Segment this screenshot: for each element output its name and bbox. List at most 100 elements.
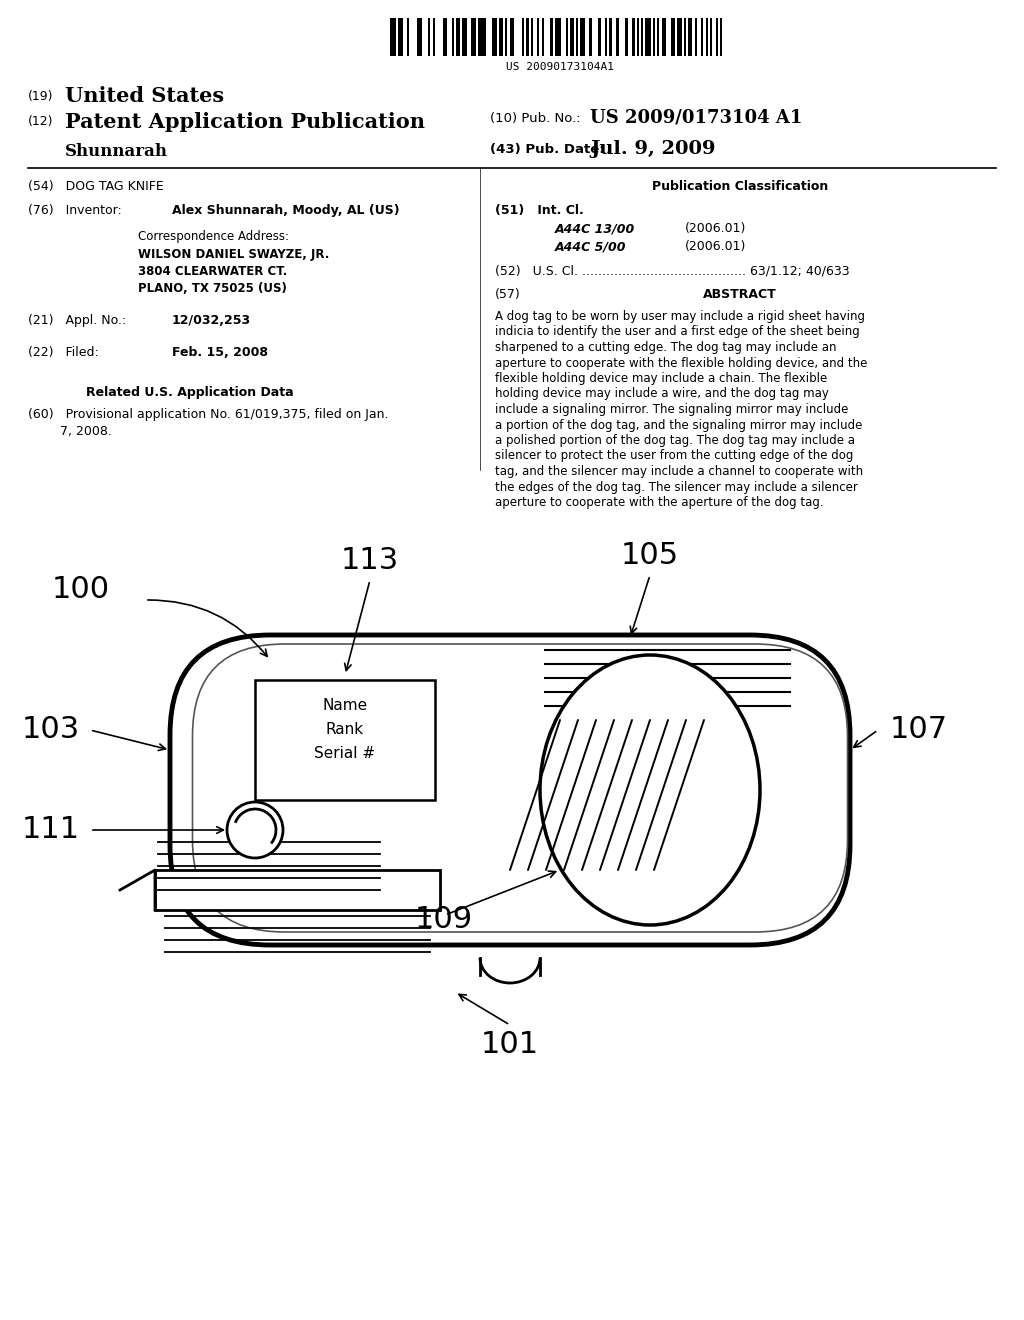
Text: Patent Application Publication: Patent Application Publication xyxy=(65,112,425,132)
Text: US 20090173104A1: US 20090173104A1 xyxy=(506,62,614,73)
Bar xyxy=(575,18,578,55)
Text: Publication Classification: Publication Classification xyxy=(652,180,828,193)
Bar xyxy=(452,18,454,55)
Text: a polished portion of the dog tag. The dog tag may include a: a polished portion of the dog tag. The d… xyxy=(495,434,855,447)
Bar xyxy=(711,18,713,55)
Polygon shape xyxy=(120,870,155,909)
Bar xyxy=(390,18,395,55)
Text: silencer to protect the user from the cutting edge of the dog: silencer to protect the user from the cu… xyxy=(495,450,853,462)
Text: 113: 113 xyxy=(341,546,399,576)
Text: United States: United States xyxy=(65,86,224,106)
Bar xyxy=(471,18,476,55)
Text: aperture to cooperate with the flexible holding device, and the: aperture to cooperate with the flexible … xyxy=(495,356,867,370)
Bar xyxy=(598,18,601,55)
Bar xyxy=(525,18,529,55)
Text: 109: 109 xyxy=(415,906,473,935)
Text: (12): (12) xyxy=(28,115,53,128)
Text: (10) Pub. No.:: (10) Pub. No.: xyxy=(490,112,581,125)
Bar xyxy=(407,18,409,55)
Text: (54)   DOG TAG KNIFE: (54) DOG TAG KNIFE xyxy=(28,180,164,193)
Text: 7, 2008.: 7, 2008. xyxy=(28,425,112,438)
Bar xyxy=(605,18,607,55)
Bar xyxy=(555,18,561,55)
FancyBboxPatch shape xyxy=(170,635,850,945)
Text: A44C 5/00: A44C 5/00 xyxy=(555,240,627,253)
Bar xyxy=(625,18,629,55)
Bar xyxy=(443,18,446,55)
Text: tag, and the silencer may include a channel to cooperate with: tag, and the silencer may include a chan… xyxy=(495,465,863,478)
Text: (52)   U.S. Cl. ......................................... 63/1.12; 40/633: (52) U.S. Cl. ..........................… xyxy=(495,264,850,277)
Bar xyxy=(615,18,620,55)
Text: 3804 CLEARWATER CT.: 3804 CLEARWATER CT. xyxy=(138,265,288,279)
Bar xyxy=(492,18,498,55)
Text: Feb. 15, 2008: Feb. 15, 2008 xyxy=(172,346,268,359)
Text: include a signaling mirror. The signaling mirror may include: include a signaling mirror. The signalin… xyxy=(495,403,848,416)
Circle shape xyxy=(227,803,283,858)
Text: holding device may include a wire, and the dog tag may: holding device may include a wire, and t… xyxy=(495,388,828,400)
Bar xyxy=(645,18,651,55)
Text: 100: 100 xyxy=(52,576,110,605)
Text: sharpened to a cutting edge. The dog tag may include an: sharpened to a cutting edge. The dog tag… xyxy=(495,341,837,354)
Bar xyxy=(570,18,573,55)
Text: ABSTRACT: ABSTRACT xyxy=(703,288,777,301)
Bar xyxy=(478,18,486,55)
FancyBboxPatch shape xyxy=(255,680,435,800)
Text: (2006.01): (2006.01) xyxy=(685,222,746,235)
Bar xyxy=(462,18,467,55)
Text: indicia to identify the user and a first edge of the sheet being: indicia to identify the user and a first… xyxy=(495,326,860,338)
Text: PLANO, TX 75025 (US): PLANO, TX 75025 (US) xyxy=(138,282,287,294)
Text: (19): (19) xyxy=(28,90,53,103)
Text: 111: 111 xyxy=(22,816,80,845)
Text: Shunnarah: Shunnarah xyxy=(65,143,168,160)
Text: 101: 101 xyxy=(481,1030,539,1059)
Bar xyxy=(550,18,553,55)
Bar xyxy=(521,18,523,55)
Bar xyxy=(720,18,722,55)
Text: Alex Shunnarah, Moody, AL (US): Alex Shunnarah, Moody, AL (US) xyxy=(172,205,399,216)
Bar xyxy=(641,18,643,55)
Bar xyxy=(701,18,702,55)
Bar xyxy=(632,18,635,55)
Bar xyxy=(707,18,709,55)
Text: US 2009/0173104 A1: US 2009/0173104 A1 xyxy=(590,110,803,127)
Text: a portion of the dog tag, and the signaling mirror may include: a portion of the dog tag, and the signal… xyxy=(495,418,862,432)
Bar xyxy=(580,18,586,55)
Text: 105: 105 xyxy=(621,541,679,570)
Bar xyxy=(688,18,692,55)
Text: Name: Name xyxy=(323,698,368,713)
Bar xyxy=(637,18,639,55)
Bar xyxy=(663,18,666,55)
Text: (2006.01): (2006.01) xyxy=(685,240,746,253)
Text: Serial #: Serial # xyxy=(314,746,376,762)
Bar xyxy=(716,18,718,55)
Text: aperture to cooperate with the aperture of the dog tag.: aperture to cooperate with the aperture … xyxy=(495,496,823,510)
Text: Jul. 9, 2009: Jul. 9, 2009 xyxy=(590,140,716,158)
Text: 103: 103 xyxy=(22,715,80,744)
Bar xyxy=(543,18,544,55)
Text: Rank: Rank xyxy=(326,722,365,737)
Ellipse shape xyxy=(540,655,760,925)
Text: (22)   Filed:: (22) Filed: xyxy=(28,346,98,359)
Text: flexible holding device may include a chain. The flexible: flexible holding device may include a ch… xyxy=(495,372,827,385)
Bar xyxy=(397,18,403,55)
Bar xyxy=(505,18,507,55)
Bar xyxy=(417,18,422,55)
Text: (57): (57) xyxy=(495,288,521,301)
Text: the edges of the dog tag. The silencer may include a silencer: the edges of the dog tag. The silencer m… xyxy=(495,480,858,494)
Text: A44C 13/00: A44C 13/00 xyxy=(555,222,635,235)
Bar xyxy=(695,18,697,55)
Bar xyxy=(433,18,435,55)
Bar xyxy=(609,18,612,55)
Bar xyxy=(428,18,429,55)
Text: Correspondence Address:: Correspondence Address: xyxy=(138,230,289,243)
Bar xyxy=(510,18,514,55)
Text: (60)   Provisional application No. 61/019,375, filed on Jan.: (60) Provisional application No. 61/019,… xyxy=(28,408,388,421)
Polygon shape xyxy=(155,870,440,909)
Text: WILSON DANIEL SWAYZE, JR.: WILSON DANIEL SWAYZE, JR. xyxy=(138,248,330,261)
Bar xyxy=(531,18,534,55)
Bar xyxy=(653,18,655,55)
Text: 107: 107 xyxy=(890,715,948,744)
Bar xyxy=(566,18,568,55)
Text: A dog tag to be worn by user may include a rigid sheet having: A dog tag to be worn by user may include… xyxy=(495,310,865,323)
Bar xyxy=(589,18,592,55)
